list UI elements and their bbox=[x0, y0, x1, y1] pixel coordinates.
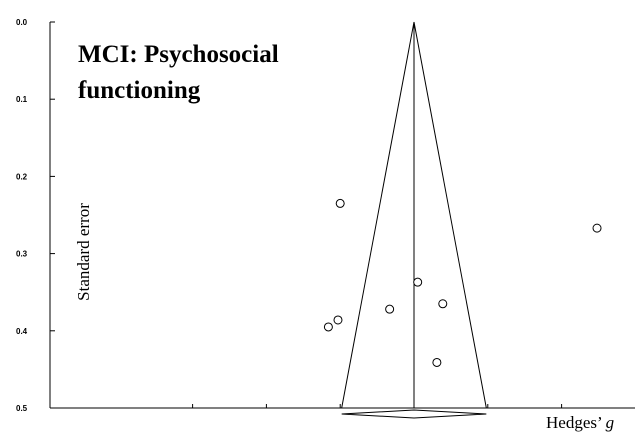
y-tick-label: 0.0 bbox=[16, 18, 28, 27]
study-points bbox=[323, 198, 602, 367]
y-axis-title: Standard error bbox=[74, 203, 93, 301]
x-axis-title-variable: g bbox=[606, 413, 615, 432]
funnel-right-line bbox=[413, 21, 487, 409]
study-point bbox=[592, 223, 602, 233]
summary-diamond bbox=[341, 409, 487, 419]
study-point bbox=[438, 299, 448, 309]
x-axis-title: Hedges’ g bbox=[546, 413, 614, 432]
chart-title-line-1: MCI: Psychosocial bbox=[78, 41, 279, 68]
funnel-left-line bbox=[341, 21, 415, 409]
x-axis-ticks bbox=[192, 404, 563, 408]
funnel-lines bbox=[341, 21, 487, 409]
x-axis-title-prefix: Hedges’ bbox=[546, 413, 606, 432]
study-point bbox=[323, 322, 333, 332]
y-tick-label: 0.5 bbox=[16, 404, 28, 413]
study-point bbox=[413, 277, 423, 287]
chart-title-line-2: functioning bbox=[78, 77, 201, 104]
study-point bbox=[333, 315, 343, 325]
y-tick-label: 0.1 bbox=[16, 95, 28, 104]
plot-area: 0.0 0.1 0.2 0.3 0.4 0.5 bbox=[16, 18, 635, 419]
y-axis-ticks: 0.0 0.1 0.2 0.3 0.4 0.5 bbox=[16, 18, 55, 413]
y-tick-label: 0.4 bbox=[16, 327, 28, 336]
y-tick-label: 0.2 bbox=[16, 172, 28, 181]
study-point bbox=[335, 198, 345, 208]
study-point bbox=[432, 357, 442, 367]
study-point bbox=[385, 304, 395, 314]
chart-title: MCI: Psychosocial functioning bbox=[78, 41, 285, 104]
y-tick-label: 0.3 bbox=[16, 250, 28, 259]
